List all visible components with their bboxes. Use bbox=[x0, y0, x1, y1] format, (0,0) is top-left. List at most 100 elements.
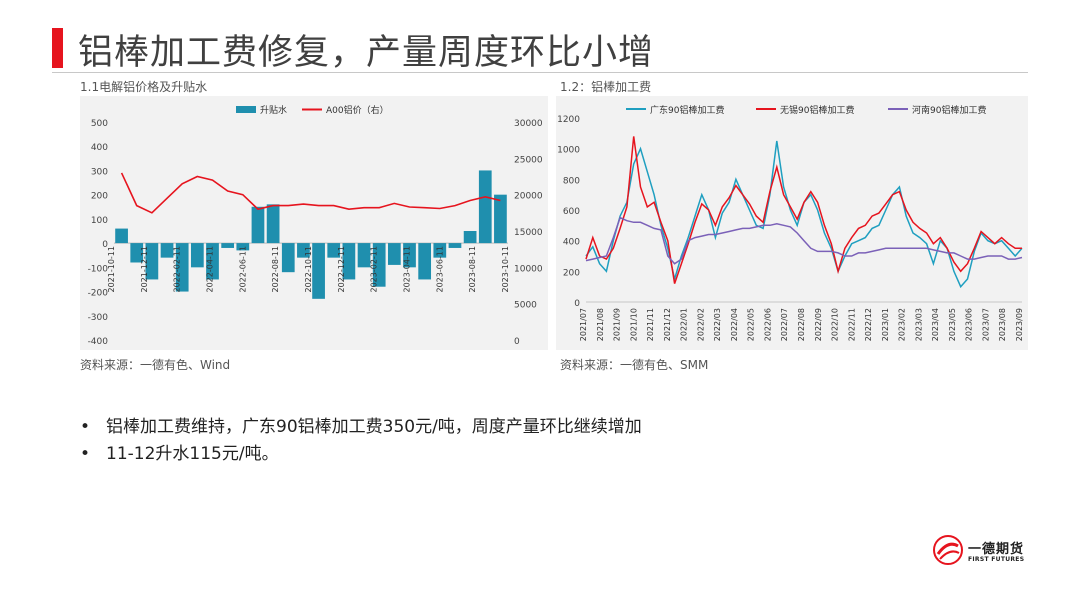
basis-bar bbox=[448, 243, 462, 248]
left-chart-source: 资料来源：一德有色、Wind bbox=[80, 358, 231, 372]
x-axis-tick-label: 2022-10-11 bbox=[304, 246, 313, 293]
basis-bar bbox=[418, 243, 432, 280]
x-axis-tick-label: 2023/05 bbox=[948, 308, 957, 341]
right-axis-tick-label: 5000 bbox=[514, 301, 537, 311]
left-axis-tick-label: 0 bbox=[102, 240, 108, 250]
x-axis-tick-label: 2022-04-11 bbox=[206, 246, 215, 293]
right-axis-tick-label: 25000 bbox=[514, 155, 543, 165]
basis-bar bbox=[130, 243, 144, 263]
x-axis-tick-label: 2021/09 bbox=[613, 308, 622, 341]
y-axis-tick-label: 0 bbox=[574, 299, 580, 309]
legend-label: 无锡90铝棒加工费 bbox=[780, 104, 854, 116]
x-axis-tick-label: 2022-02-11 bbox=[173, 246, 182, 293]
x-axis-tick-label: 2023-04-11 bbox=[403, 246, 412, 293]
left-axis-tick-label: 100 bbox=[91, 216, 108, 226]
x-axis-tick-label: 2021/08 bbox=[596, 308, 605, 341]
left-axis-tick-label: 400 bbox=[91, 143, 108, 153]
x-axis-tick-label: 2021/12 bbox=[663, 308, 672, 341]
left-axis-tick-label: -400 bbox=[88, 337, 109, 347]
x-axis-tick-label: 2021/10 bbox=[629, 308, 638, 341]
basis-price-chart: -400-300-200-100010020030040050005000100… bbox=[88, 104, 543, 347]
legend-label: A00铝价（右） bbox=[326, 104, 389, 116]
basis-bar bbox=[221, 243, 235, 248]
left-axis-tick-label: 500 bbox=[91, 119, 108, 129]
right-axis-tick-label: 20000 bbox=[514, 192, 543, 202]
logo-mark-icon bbox=[933, 535, 963, 565]
basis-bar bbox=[251, 206, 265, 244]
y-axis-tick-label: 800 bbox=[563, 176, 580, 186]
basis-bar bbox=[433, 243, 447, 258]
basis-bar bbox=[387, 243, 401, 265]
x-axis-tick-label: 2022/04 bbox=[730, 308, 739, 341]
y-axis-tick-label: 200 bbox=[563, 268, 580, 278]
left-axis-tick-label: -100 bbox=[88, 264, 109, 274]
x-axis-tick-label: 2022/08 bbox=[797, 308, 806, 341]
basis-bar bbox=[342, 243, 356, 280]
right-axis-tick-label: 10000 bbox=[514, 264, 543, 274]
x-axis-tick-label: 2021/07 bbox=[579, 308, 588, 341]
bullet-item: • 11-12升水115元/吨。 bbox=[80, 441, 642, 468]
y-axis-tick-label: 1200 bbox=[557, 115, 580, 125]
x-axis-tick-label: 2023/08 bbox=[998, 308, 1007, 341]
x-axis-tick-label: 2022/09 bbox=[814, 308, 823, 341]
bullet-text: 铝棒加工费维持，广东90铝棒加工费350元/吨，周度产量环比继续增加 bbox=[106, 417, 642, 437]
x-axis-tick-label: 2022/06 bbox=[763, 308, 772, 341]
left-chart-caption: 1.1电解铝价格及升贴水 bbox=[80, 80, 208, 94]
left-axis-tick-label: -200 bbox=[88, 289, 109, 299]
basis-bar bbox=[266, 204, 280, 244]
legend-label: 河南90铝棒加工费 bbox=[912, 104, 986, 116]
basis-bar bbox=[312, 243, 325, 299]
fee-series-line bbox=[585, 136, 1022, 284]
x-axis-tick-label: 2023/01 bbox=[881, 308, 890, 341]
x-axis-tick-label: 2023-02-11 bbox=[370, 246, 379, 293]
basis-bar bbox=[494, 194, 507, 244]
basis-bar bbox=[357, 243, 371, 268]
x-axis-tick-label: 2022/07 bbox=[780, 308, 789, 341]
x-axis-tick-label: 2023/06 bbox=[965, 308, 974, 341]
x-axis-tick-label: 2022-08-11 bbox=[271, 246, 280, 293]
basis-bar bbox=[236, 243, 250, 251]
logo-name: 一德期货 bbox=[968, 542, 1025, 557]
basis-bar bbox=[327, 243, 341, 258]
right-axis-tick-label: 30000 bbox=[514, 119, 543, 129]
left-axis-tick-label: 200 bbox=[91, 192, 108, 202]
x-axis-tick-label: 2022-06-11 bbox=[238, 246, 247, 293]
basis-bar bbox=[403, 243, 416, 268]
x-axis-tick-label: 2023/04 bbox=[931, 308, 940, 341]
x-axis-tick-label: 2023/07 bbox=[981, 308, 990, 341]
x-axis-tick-label: 2022/11 bbox=[847, 308, 856, 341]
basis-bar bbox=[145, 243, 159, 280]
x-axis-tick-label: 2022/01 bbox=[680, 308, 689, 341]
x-axis-tick-label: 2022/05 bbox=[747, 308, 756, 341]
x-axis-tick-label: 2023-10-11 bbox=[501, 246, 510, 293]
title-divider bbox=[52, 72, 1028, 73]
bullet-list: • 铝棒加工费维持，广东90铝棒加工费350元/吨，周度产量环比继续增加 • 11-… bbox=[80, 414, 642, 468]
x-axis-tick-label: 2023/02 bbox=[898, 308, 907, 341]
right-chart-source: 资料来源：一德有色、SMM bbox=[560, 358, 709, 372]
company-logo: 一德期货 FIRST FUTURES bbox=[932, 534, 1032, 568]
basis-bar bbox=[115, 228, 128, 244]
basis-bar bbox=[281, 243, 295, 273]
bullet-text: 11-12升水115元/吨。 bbox=[106, 444, 279, 464]
page-title: 铝棒加工费修复，产量周度环比小增 bbox=[78, 33, 655, 73]
basis-bar bbox=[175, 243, 189, 292]
legend-label: 升贴水 bbox=[260, 104, 287, 116]
bullet-item: • 铝棒加工费维持，广东90铝棒加工费350元/吨，周度产量环比继续增加 bbox=[80, 414, 642, 441]
x-axis-tick-label: 2022/02 bbox=[696, 308, 705, 341]
basis-bar bbox=[297, 243, 310, 258]
right-chart-caption: 1.2：铝棒加工费 bbox=[560, 80, 652, 94]
right-axis-tick-label: 15000 bbox=[514, 228, 543, 238]
basis-bar bbox=[478, 170, 492, 244]
basis-bar bbox=[206, 243, 219, 280]
left-axis-tick-label: 300 bbox=[91, 167, 108, 177]
left-chart-panel: -400 -300 -200 -100 0 100 200 300 400 500 0 5000 100… bbox=[80, 96, 548, 350]
x-axis-tick-label: 2021/11 bbox=[646, 308, 655, 341]
legend-bar-swatch bbox=[236, 106, 256, 113]
basis-bar bbox=[190, 243, 204, 268]
title-accent-bar bbox=[52, 28, 63, 68]
x-axis-tick-label: 2021-12-11 bbox=[140, 246, 149, 293]
x-axis-tick-label: 2021-10-11 bbox=[107, 246, 116, 293]
a00-price-line bbox=[120, 172, 501, 214]
x-axis-tick-label: 2022/12 bbox=[864, 308, 873, 341]
fee-series-line bbox=[585, 216, 1023, 265]
